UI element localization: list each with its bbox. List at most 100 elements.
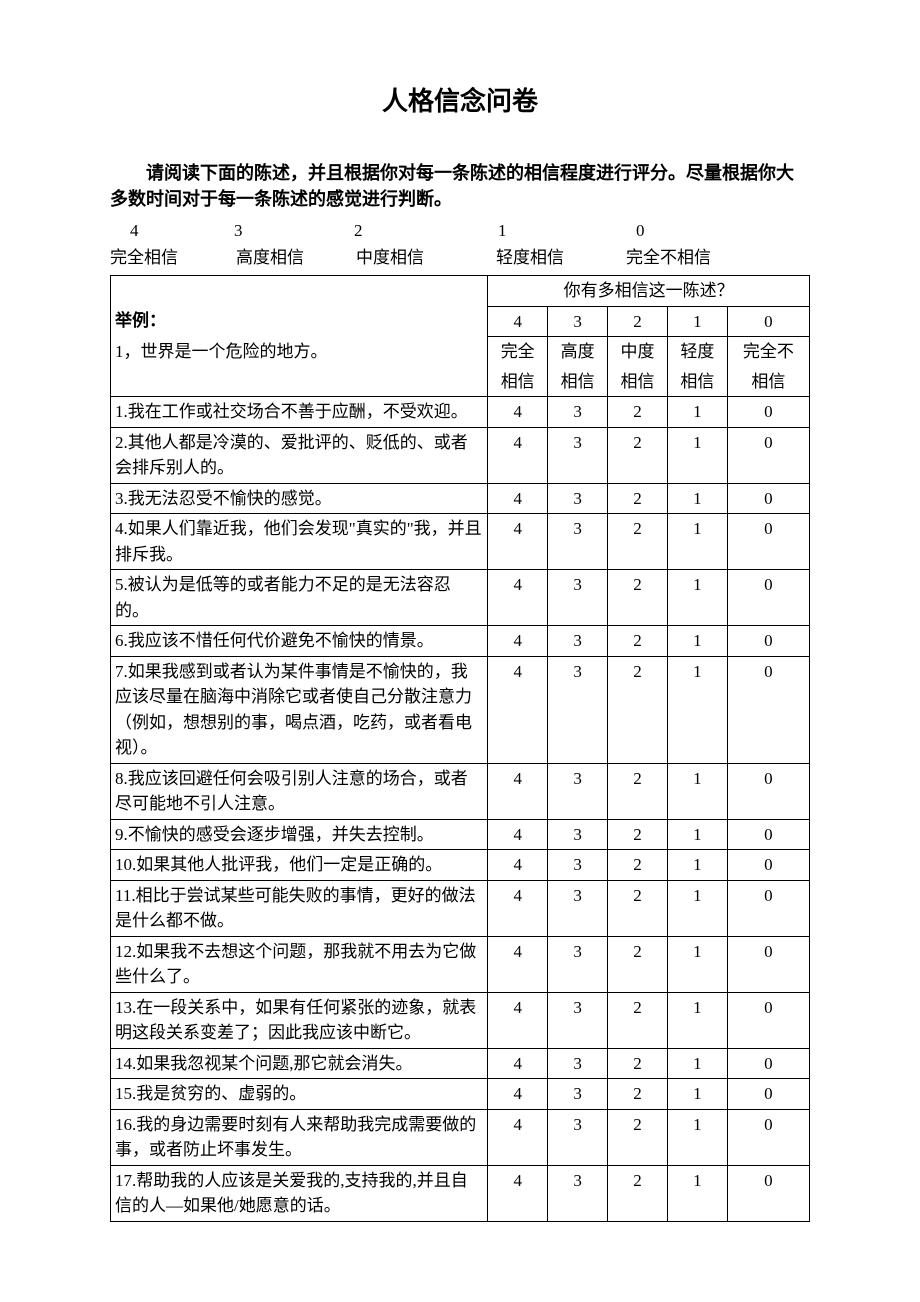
rating-cell[interactable]: 4 — [488, 1079, 548, 1110]
rating-cell[interactable]: 2 — [608, 1079, 668, 1110]
rating-cell[interactable]: 0 — [727, 397, 809, 428]
rating-cell[interactable]: 0 — [727, 1048, 809, 1079]
rating-cell[interactable]: 3 — [548, 656, 608, 763]
rating-cell[interactable]: 4 — [488, 1109, 548, 1165]
rating-cell[interactable]: 0 — [727, 427, 809, 483]
rating-cell[interactable]: 0 — [727, 483, 809, 514]
rating-cell[interactable]: 0 — [727, 819, 809, 850]
rating-cell[interactable]: 1 — [667, 763, 727, 819]
rating-cell[interactable]: 1 — [667, 1079, 727, 1110]
rating-cell[interactable]: 4 — [488, 570, 548, 626]
rating-cell[interactable]: 3 — [548, 763, 608, 819]
col-label-0a: 完全不 — [727, 337, 809, 367]
rating-cell[interactable]: 1 — [667, 850, 727, 881]
rating-cell[interactable]: 1 — [667, 1109, 727, 1165]
rating-cell[interactable]: 4 — [488, 483, 548, 514]
rating-cell[interactable]: 2 — [608, 763, 668, 819]
rating-cell[interactable]: 1 — [667, 626, 727, 657]
rating-cell[interactable]: 2 — [608, 626, 668, 657]
rating-cell[interactable]: 0 — [727, 1079, 809, 1110]
rating-cell[interactable]: 4 — [488, 992, 548, 1048]
table-row: 6.我应该不惜任何代价避免不愉快的情景。43210 — [111, 626, 810, 657]
rating-cell[interactable]: 4 — [488, 880, 548, 936]
rating-cell[interactable]: 2 — [608, 1109, 668, 1165]
rating-cell[interactable]: 3 — [548, 1079, 608, 1110]
col-num-3: 3 — [548, 306, 608, 337]
rating-cell[interactable]: 2 — [608, 1165, 668, 1221]
rating-cell[interactable]: 1 — [667, 819, 727, 850]
rating-cell[interactable]: 1 — [667, 483, 727, 514]
rating-cell[interactable]: 4 — [488, 656, 548, 763]
col-label-0b: 相信 — [727, 367, 809, 397]
col-label-1a: 轻度 — [667, 337, 727, 367]
rating-cell[interactable]: 4 — [488, 850, 548, 881]
rating-cell[interactable]: 3 — [548, 819, 608, 850]
rating-cell[interactable]: 1 — [667, 880, 727, 936]
rating-cell[interactable]: 4 — [488, 1048, 548, 1079]
rating-cell[interactable]: 0 — [727, 1165, 809, 1221]
rating-cell[interactable]: 4 — [488, 763, 548, 819]
rating-cell[interactable]: 1 — [667, 397, 727, 428]
rating-cell[interactable]: 0 — [727, 656, 809, 763]
rating-cell[interactable]: 0 — [727, 992, 809, 1048]
rating-cell[interactable]: 1 — [667, 992, 727, 1048]
rating-cell[interactable]: 4 — [488, 819, 548, 850]
rating-cell[interactable]: 0 — [727, 626, 809, 657]
rating-cell[interactable]: 1 — [667, 656, 727, 763]
rating-cell[interactable]: 2 — [608, 850, 668, 881]
rating-cell[interactable]: 3 — [548, 483, 608, 514]
rating-cell[interactable]: 3 — [548, 570, 608, 626]
rating-cell[interactable]: 4 — [488, 427, 548, 483]
rating-cell[interactable]: 1 — [667, 1048, 727, 1079]
rating-cell[interactable]: 1 — [667, 570, 727, 626]
example-text: 1，世界是一个危险的地方。 — [111, 337, 488, 397]
rating-cell[interactable]: 4 — [488, 626, 548, 657]
rating-cell[interactable]: 3 — [548, 936, 608, 992]
rating-cell[interactable]: 1 — [667, 1165, 727, 1221]
scale-num-4: 4 — [110, 218, 222, 244]
rating-cell[interactable]: 1 — [667, 936, 727, 992]
rating-cell[interactable]: 0 — [727, 514, 809, 570]
instructions-text: 请阅读下面的陈述，并且根据你对每一条陈述的相信程度进行评分。尽量根据你大多数时间… — [110, 160, 810, 212]
rating-cell[interactable]: 0 — [727, 880, 809, 936]
rating-cell[interactable]: 2 — [608, 483, 668, 514]
rating-cell[interactable]: 3 — [548, 626, 608, 657]
rating-cell[interactable]: 2 — [608, 656, 668, 763]
scale-label-3: 高度相信 — [236, 245, 356, 271]
rating-cell[interactable]: 3 — [548, 514, 608, 570]
rating-cell[interactable]: 4 — [488, 397, 548, 428]
rating-cell[interactable]: 1 — [667, 427, 727, 483]
rating-cell[interactable]: 3 — [548, 427, 608, 483]
rating-cell[interactable]: 2 — [608, 880, 668, 936]
rating-cell[interactable]: 2 — [608, 936, 668, 992]
col-label-4b: 相信 — [488, 367, 548, 397]
rating-cell[interactable]: 3 — [548, 1109, 608, 1165]
rating-cell[interactable]: 0 — [727, 763, 809, 819]
questionnaire-table: 你有多相信这一陈述？ 举例： 4 3 2 1 0 1，世界是一个危险的地方。 完… — [110, 275, 810, 1222]
rating-cell[interactable]: 3 — [548, 1165, 608, 1221]
rating-cell[interactable]: 3 — [548, 1048, 608, 1079]
rating-cell[interactable]: 2 — [608, 992, 668, 1048]
rating-cell[interactable]: 3 — [548, 992, 608, 1048]
rating-cell[interactable]: 0 — [727, 850, 809, 881]
rating-cell[interactable]: 2 — [608, 819, 668, 850]
rating-cell[interactable]: 2 — [608, 570, 668, 626]
rating-cell[interactable]: 2 — [608, 427, 668, 483]
statement-cell: 6.我应该不惜任何代价避免不愉快的情景。 — [111, 626, 488, 657]
rating-cell[interactable]: 3 — [548, 397, 608, 428]
rating-cell[interactable]: 2 — [608, 514, 668, 570]
rating-cell[interactable]: 4 — [488, 514, 548, 570]
rating-cell[interactable]: 0 — [727, 570, 809, 626]
rating-cell[interactable]: 0 — [727, 936, 809, 992]
rating-cell[interactable]: 3 — [548, 850, 608, 881]
statement-cell: 13.在一段关系中，如果有任何紧张的迹象，就表明这段关系变差了；因此我应该中断它… — [111, 992, 488, 1048]
scale-num-1: 1 — [484, 218, 612, 244]
rating-cell[interactable]: 2 — [608, 1048, 668, 1079]
rating-cell[interactable]: 1 — [667, 514, 727, 570]
rating-cell[interactable]: 4 — [488, 1165, 548, 1221]
rating-cell[interactable]: 0 — [727, 1109, 809, 1165]
rating-cell[interactable]: 4 — [488, 936, 548, 992]
table-row: 13.在一段关系中，如果有任何紧张的迹象，就表明这段关系变差了；因此我应该中断它… — [111, 992, 810, 1048]
rating-cell[interactable]: 3 — [548, 880, 608, 936]
rating-cell[interactable]: 2 — [608, 397, 668, 428]
